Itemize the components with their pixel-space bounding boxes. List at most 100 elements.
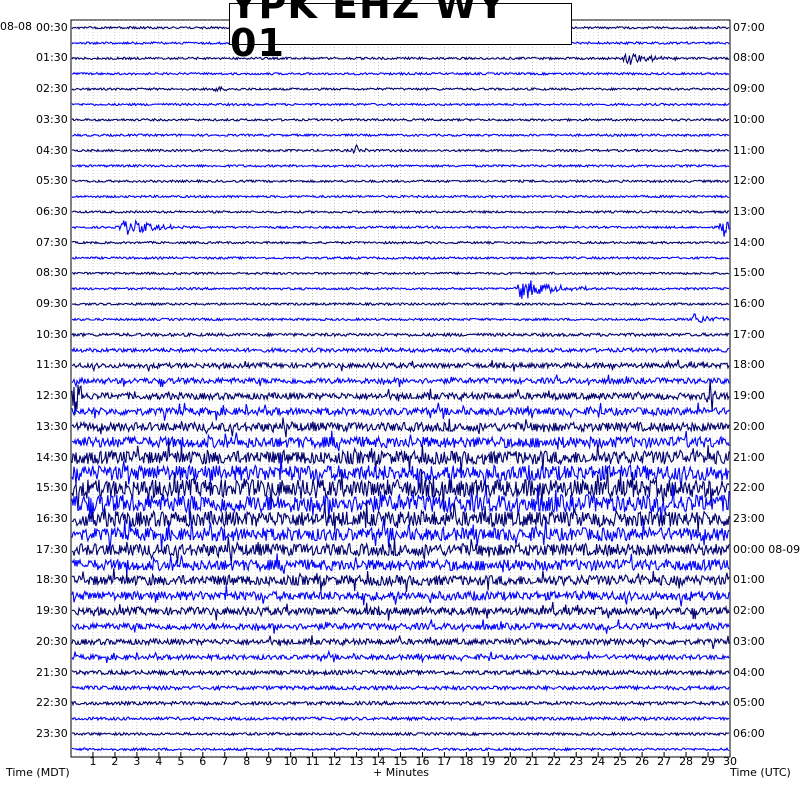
- trace-line: [71, 417, 730, 438]
- trace-line: [71, 194, 730, 199]
- x-tick-label: 6: [199, 755, 207, 768]
- trace-line: [71, 402, 730, 421]
- right-hour-label: 23:00: [733, 512, 765, 525]
- trace-line: [71, 601, 730, 621]
- trace-line: [71, 271, 729, 276]
- left-hour-label: 17:30: [36, 542, 68, 556]
- x-tick-label: 9: [265, 755, 273, 768]
- x-tick-label: 18: [459, 755, 474, 768]
- x-tick-label: 29: [701, 755, 716, 768]
- left-hour-label: 20:30: [36, 634, 68, 648]
- x-tick-label: 19: [481, 755, 496, 768]
- left-hour-label: 18:30: [36, 573, 68, 587]
- x-tick-label: 5: [177, 755, 185, 768]
- x-tick-label: 25: [613, 755, 628, 768]
- trace-line: [71, 635, 730, 650]
- trace-line: [71, 501, 730, 534]
- left-hour-label: 07:30: [36, 235, 68, 249]
- trace-line: [71, 209, 730, 215]
- x-tick-label: 12: [327, 755, 342, 768]
- trace-line: [71, 668, 730, 677]
- left-hour-label: 11:30: [36, 358, 68, 372]
- left-hour-label: 02:30: [36, 82, 68, 96]
- x-tick-label: 16: [415, 755, 430, 768]
- right-hour-label: 01:00: [733, 573, 765, 587]
- left-hour-label: 22:30: [36, 696, 68, 710]
- x-tick-label: 14: [371, 755, 386, 768]
- x-tick-label: 2: [111, 755, 119, 768]
- trace-line: [71, 484, 730, 523]
- trace-line: [71, 467, 730, 510]
- right-hour-label: 09:00: [733, 82, 765, 96]
- trace-line: [71, 684, 730, 692]
- right-hour-label: 12:00: [733, 174, 765, 188]
- left-hour-label: 04:30: [36, 143, 68, 157]
- trace-line: [71, 619, 730, 634]
- x-tick-label: 22: [547, 755, 562, 768]
- left-corner-date: 08-08: [0, 20, 32, 33]
- x-tick-label: 4: [155, 755, 163, 768]
- x-tick-label: 8: [243, 755, 251, 768]
- trace-line: [71, 441, 730, 474]
- right-hour-label: 16:00: [733, 297, 765, 311]
- trace-line: [71, 71, 730, 77]
- trace-line: [71, 649, 730, 664]
- left-hour-label: 06:30: [36, 204, 68, 218]
- trace-line: [71, 585, 730, 607]
- trace-line: [71, 699, 730, 707]
- right-hour-label: 11:00: [733, 143, 765, 157]
- left-axis-label: Time (MDT): [6, 766, 70, 779]
- trace-line: [71, 255, 730, 261]
- trace-line: [71, 454, 730, 490]
- left-hour-label: 23:30: [36, 726, 68, 740]
- right-hour-label: 19:00: [733, 389, 765, 403]
- trace-line: [71, 218, 730, 237]
- left-hour-label: 09:30: [36, 297, 68, 311]
- left-hour-label: 12:30: [36, 389, 68, 403]
- trace-line: [71, 536, 730, 565]
- x-tick-label: 10: [283, 755, 298, 768]
- trace-line: [71, 102, 730, 107]
- trace-line: [71, 359, 730, 373]
- chart-title-box: YPK EHZ WY 01: [229, 0, 572, 62]
- x-tick-label: 15: [393, 755, 408, 768]
- right-axis-label: Time (UTC): [730, 766, 791, 779]
- trace-line: [71, 715, 730, 722]
- left-hour-label: 16:30: [36, 512, 68, 525]
- left-hour-label: 13:30: [36, 419, 68, 433]
- x-tick-label: 24: [591, 755, 606, 768]
- x-tick-label: 11: [305, 755, 320, 768]
- left-hour-label: 19:30: [36, 604, 68, 618]
- trace-line: [71, 85, 730, 93]
- trace-line: [71, 346, 730, 354]
- right-hour-label: 06:00: [733, 726, 765, 740]
- right-hour-label: 04:00: [733, 665, 765, 679]
- x-tick-label: 3: [133, 755, 141, 768]
- trace-line: [71, 52, 730, 65]
- right-hour-label: 05:00: [733, 696, 765, 710]
- left-hour-label: 08:30: [36, 266, 68, 280]
- trace-line: [71, 280, 730, 300]
- left-hour-label: 03:30: [36, 112, 68, 126]
- plot-frame: [70, 19, 731, 758]
- left-hour-label: 05:30: [36, 174, 68, 188]
- x-tick-label: 30: [723, 755, 737, 768]
- x-tick-label: 21: [525, 755, 540, 768]
- right-hour-label: 13:00: [733, 204, 765, 218]
- trace-line: [71, 143, 730, 155]
- trace-line: [71, 117, 730, 123]
- trace-line: [71, 746, 730, 752]
- right-hour-label: 07:00: [733, 20, 765, 34]
- left-hour-label: 15:30: [36, 481, 68, 495]
- left-hour-label: 14:30: [36, 450, 68, 464]
- right-hour-label: 10:00: [733, 112, 765, 126]
- left-hour-label: 01:30: [36, 51, 68, 65]
- x-tick-label: 27: [657, 755, 672, 768]
- trace-line: [71, 731, 730, 737]
- x-tick-label: 7: [221, 755, 229, 768]
- trace-line: [71, 518, 730, 551]
- trace-line: [71, 379, 730, 415]
- trace-line: [71, 331, 730, 338]
- trace-line: [71, 313, 730, 324]
